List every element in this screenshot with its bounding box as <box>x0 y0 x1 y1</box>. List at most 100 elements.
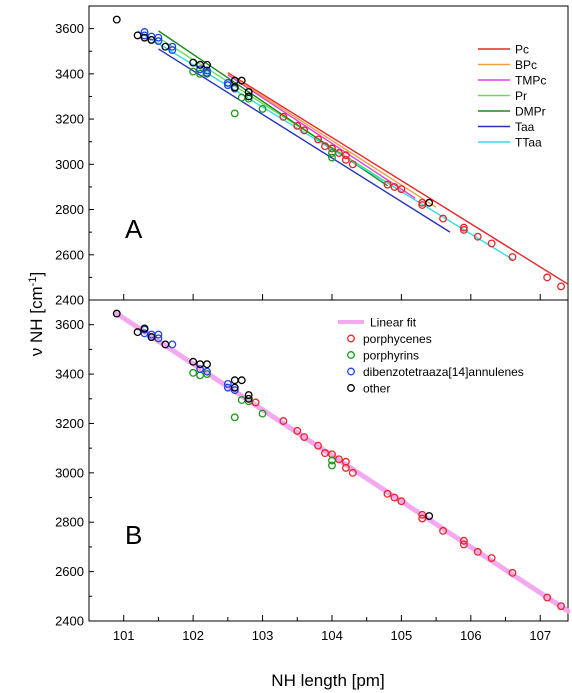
data-point <box>487 239 496 248</box>
y-tick-label: 2400 <box>55 293 84 308</box>
x-tick-label: 101 <box>113 628 135 643</box>
data-point <box>543 593 552 602</box>
y-tick-label: 2800 <box>55 202 84 217</box>
data-point <box>279 417 288 425</box>
data-point <box>154 330 163 339</box>
y-tick-label: 2600 <box>55 247 84 262</box>
data-point <box>300 126 309 135</box>
data-point <box>133 328 142 337</box>
data-point <box>230 376 239 385</box>
data-point <box>244 92 253 101</box>
data-point <box>348 468 357 477</box>
y-tick-label: 3400 <box>55 367 84 382</box>
x-axis-ticks: 101 102 103 104 105 106 107 <box>113 294 551 643</box>
data-point <box>203 360 211 369</box>
data-point <box>140 28 149 36</box>
data-point <box>418 201 427 209</box>
y-tick-label: 2800 <box>55 515 84 530</box>
data-point <box>140 324 149 333</box>
panel-b-legend: Linear fit porphycenes porphyrins dibenzote… <box>338 316 524 396</box>
data-point <box>300 433 309 441</box>
data-point <box>341 463 350 472</box>
fit-line-pr <box>158 37 402 193</box>
x-tick-label: 106 <box>460 628 482 643</box>
fit-line-bpc <box>227 73 437 208</box>
data-point <box>321 142 329 151</box>
data-point <box>237 93 246 102</box>
y-tick-label: 3000 <box>55 157 84 172</box>
data-point <box>418 514 427 523</box>
data-point <box>341 151 350 160</box>
data-point <box>161 42 170 51</box>
data-point <box>439 214 447 223</box>
data-point <box>258 409 267 418</box>
data-point <box>328 461 336 470</box>
legend-swatch <box>347 351 355 359</box>
data-point <box>244 394 253 403</box>
panel-b-letter: B <box>125 520 142 550</box>
data-point <box>189 357 198 366</box>
data-point <box>314 135 323 144</box>
data-point <box>425 198 434 207</box>
x-tick-label: 103 <box>252 628 274 643</box>
x-axis-title: NH length [pm] <box>271 671 384 690</box>
y-tick-label: 2600 <box>55 564 84 579</box>
legend-swatch <box>347 367 355 376</box>
legend-label: DMPr <box>515 105 546 119</box>
legend-label: porphycenes <box>363 332 432 346</box>
data-point <box>397 497 406 506</box>
data-point <box>230 413 239 422</box>
data-point <box>459 225 468 234</box>
data-point <box>508 253 517 261</box>
legend-label: dibenzotetraaza[14]annulenes <box>363 365 524 379</box>
panel-b-frame <box>88 299 569 622</box>
data-point <box>237 76 246 85</box>
panel-b: 2400 2600 2800 3000 3200 3400 3600 Linear fit p… <box>55 299 571 629</box>
y-axis-title-end: ] <box>27 272 46 277</box>
data-point <box>543 273 552 282</box>
data-point <box>459 540 468 549</box>
data-point <box>328 144 336 153</box>
data-point <box>189 67 198 76</box>
panel-b-y-ticks: 2400 2600 2800 3000 3200 3400 3600 <box>55 317 94 629</box>
data-point <box>314 441 323 450</box>
y-tick-label: 3000 <box>55 465 84 480</box>
panel-a-y-ticks: 2400 2600 2800 3000 3200 3400 3600 <box>55 21 94 308</box>
legend-label: Pr <box>515 89 527 103</box>
data-point <box>459 536 468 545</box>
data-point <box>203 60 211 69</box>
data-point <box>328 149 336 157</box>
data-point <box>203 370 211 379</box>
data-point <box>223 380 232 388</box>
legend-label: BPc <box>515 58 537 72</box>
data-point <box>293 426 302 435</box>
x-tick-label: 102 <box>182 628 204 643</box>
y-axis-title-main: ν NH [cm <box>27 286 46 356</box>
data-point <box>473 232 482 241</box>
data-point <box>390 493 399 502</box>
data-point <box>203 367 211 376</box>
panel-b-markers <box>112 309 566 611</box>
legend-label: Linear fit <box>370 316 417 330</box>
data-point <box>328 456 336 465</box>
legend-label: TMPc <box>515 74 546 88</box>
data-point <box>161 340 170 349</box>
y-axis-title: ν NH [cm-1] <box>27 272 46 356</box>
y-tick-label: 3600 <box>55 21 84 36</box>
data-point <box>425 512 434 521</box>
data-point <box>397 185 406 194</box>
legend-swatch <box>347 384 355 392</box>
data-point <box>459 223 468 232</box>
data-point <box>168 46 177 55</box>
data-point <box>439 526 447 535</box>
data-point <box>133 31 142 40</box>
data-point <box>112 15 121 24</box>
x-tick-label: 105 <box>391 628 413 643</box>
data-point <box>328 153 336 162</box>
data-point <box>230 386 239 395</box>
data-point <box>237 376 246 385</box>
legend-label: other <box>363 382 390 396</box>
data-point <box>279 112 288 121</box>
